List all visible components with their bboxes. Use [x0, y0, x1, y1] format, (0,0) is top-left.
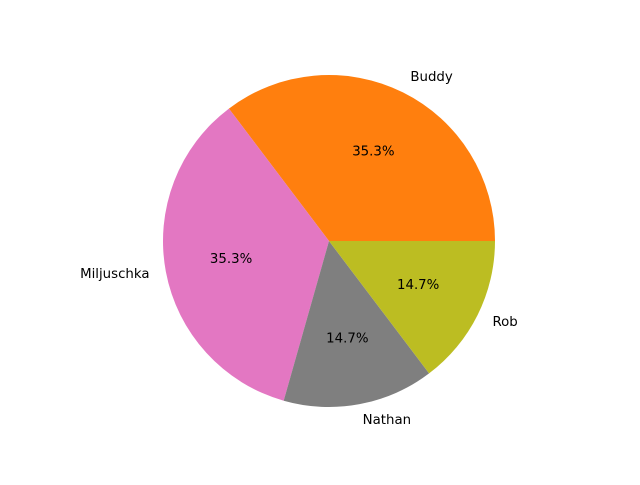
slice-percent-miljuschka: 35.3%	[210, 252, 252, 267]
slice-percent-nathan: 14.7%	[326, 331, 368, 346]
slice-label-miljuschka: Miljuschka	[80, 267, 149, 282]
slice-percent-rob: 14.7%	[397, 278, 439, 293]
slice-label-nathan: Nathan	[363, 413, 411, 428]
pie-slice-rob	[329, 241, 495, 374]
slice-label-rob: Rob	[492, 315, 517, 330]
pie-slice-miljuschka	[163, 108, 329, 401]
slice-label-buddy: Buddy	[410, 70, 453, 85]
pie-slice-nathan	[283, 241, 430, 407]
slice-percent-buddy: 35.3%	[352, 144, 394, 159]
pie-slice-buddy	[228, 75, 495, 242]
